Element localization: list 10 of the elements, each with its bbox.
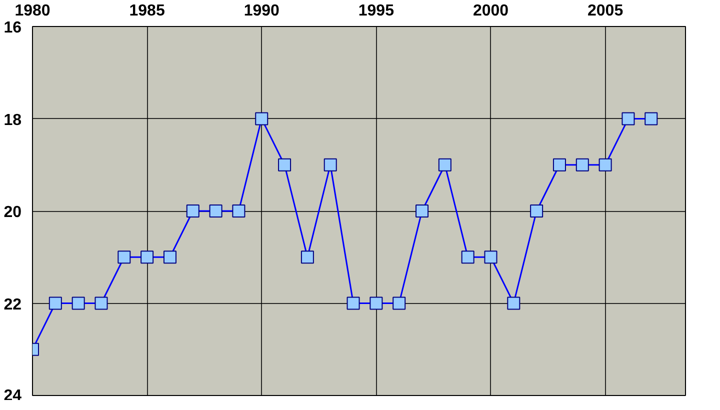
x-tick-label: 1995 xyxy=(358,2,394,20)
x-tick-label: 1980 xyxy=(14,2,50,20)
y-tick-label: 16 xyxy=(4,20,22,36)
y-tick-label: 22 xyxy=(4,296,22,314)
x-tick-label: 2000 xyxy=(472,2,509,20)
y-tick-label: 20 xyxy=(4,204,22,221)
x-tick-label: 1990 xyxy=(244,2,280,20)
x-tick-label: 1985 xyxy=(129,2,165,20)
y-tick-label: 18 xyxy=(4,112,22,129)
x-tick-label: 2005 xyxy=(588,2,624,20)
